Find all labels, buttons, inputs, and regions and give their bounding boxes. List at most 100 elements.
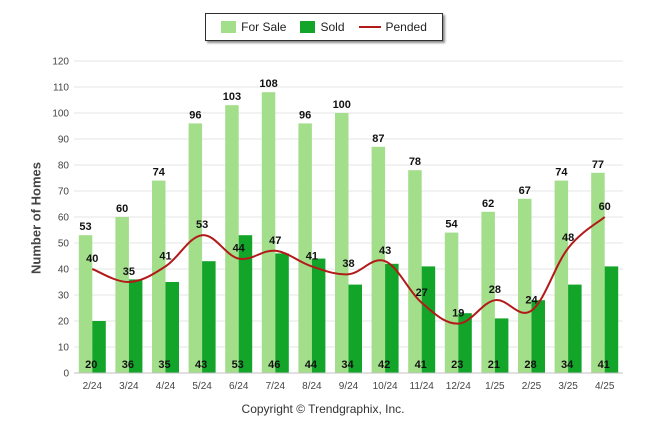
sold-data-label: 43 — [195, 359, 207, 371]
for-sale-data-label: 87 — [372, 133, 384, 145]
for-sale-swatch — [221, 21, 237, 33]
sold-bar — [238, 235, 253, 373]
pended-data-label: 47 — [269, 235, 281, 247]
sold-bar — [604, 266, 619, 373]
for-sale-data-label: 60 — [116, 203, 128, 215]
for-sale-data-label: 74 — [555, 167, 568, 179]
for-sale-data-label: 74 — [153, 167, 166, 179]
pended-line — [91, 216, 606, 325]
sold-bar — [348, 284, 362, 373]
x-tick-label: 7/24 — [266, 381, 286, 392]
x-tick-label: 4/25 — [595, 381, 615, 392]
x-tick-label: 5/24 — [192, 381, 212, 392]
sold-data-label: 35 — [158, 359, 170, 371]
sold-bar — [128, 279, 143, 373]
x-tick-label: 9/24 — [339, 381, 359, 392]
sold-bar — [421, 266, 436, 373]
for-sale-bar — [188, 123, 203, 374]
y-tick-label: 60 — [58, 213, 70, 224]
pended-data-label: 24 — [525, 295, 538, 307]
legend-item-pended[interactable]: Pended — [358, 20, 427, 34]
y-tick-label: 30 — [58, 291, 70, 302]
sold-swatch — [300, 21, 316, 33]
y-tick-label: 10 — [58, 343, 70, 354]
y-tick-label: 100 — [52, 109, 69, 120]
pended-data-label: 41 — [159, 250, 171, 262]
for-sale-bar — [298, 123, 312, 374]
pended-data-label: 38 — [342, 258, 354, 270]
for-sale-bars — [78, 92, 605, 374]
legend-item-for-sale[interactable]: For Sale — [221, 20, 286, 34]
sold-bar — [311, 258, 326, 373]
x-tick-label: 12/24 — [446, 381, 471, 392]
sold-bar — [92, 321, 106, 373]
y-axis-label: Number of Homes — [28, 162, 44, 274]
pended-data-label: 19 — [452, 308, 464, 320]
legend: For Sale Sold Pended — [205, 13, 443, 41]
x-tick-label: 8/24 — [302, 381, 322, 392]
pended-data-label: 60 — [599, 201, 611, 213]
sold-data-label: 28 — [524, 359, 536, 371]
legend-label-sold: Sold — [320, 20, 345, 34]
sold-data-label: 34 — [341, 359, 354, 371]
sold-data-label: 41 — [598, 359, 610, 371]
y-tick-label: 70 — [58, 187, 70, 198]
for-sale-bar — [481, 211, 495, 373]
x-tick-label: 2/24 — [83, 381, 103, 392]
for-sale-bar — [115, 217, 129, 373]
sold-data-label: 21 — [488, 359, 500, 371]
for-sale-data-label: 54 — [445, 219, 458, 231]
x-tick-label: 10/24 — [373, 381, 398, 392]
sold-data-label: 53 — [232, 359, 244, 371]
y-tick-label: 20 — [58, 317, 70, 328]
for-sale-bar — [591, 172, 605, 373]
x-tick-label: 6/24 — [229, 381, 249, 392]
sold-data-label: 20 — [85, 359, 97, 371]
for-sale-data-label: 67 — [519, 185, 531, 197]
y-axis-ticks: 0 10 20 30 40 50 60 70 80 90 100 110 120 — [52, 57, 69, 380]
copyright-footer: Copyright © Trendgraphix, Inc. — [241, 402, 405, 416]
sold-bar — [165, 282, 179, 373]
legend-label-pended: Pended — [385, 20, 427, 34]
x-tick-label: 3/25 — [558, 381, 578, 392]
sold-bar — [568, 284, 582, 373]
sold-data-label: 42 — [378, 359, 390, 371]
sold-bar — [385, 263, 399, 373]
sold-data-label: 36 — [122, 359, 134, 371]
x-tick-label: 4/24 — [156, 381, 176, 392]
pended-data-label: 41 — [306, 250, 318, 262]
for-sale-data-label: 53 — [79, 221, 91, 233]
sold-bar — [494, 318, 509, 373]
for-sale-bar — [518, 198, 532, 373]
legend-label-for-sale: For Sale — [241, 20, 287, 34]
sold-data-label: 44 — [305, 359, 318, 371]
for-sale-bar — [152, 180, 166, 373]
pended-data-label: 40 — [86, 253, 98, 265]
sold-bar — [458, 313, 472, 373]
pended-data-label: 53 — [196, 219, 208, 231]
y-tick-label: 110 — [53, 83, 69, 94]
sold-bars — [92, 235, 619, 373]
for-sale-bar — [444, 232, 459, 373]
for-sale-data-label: 62 — [482, 198, 494, 210]
y-tick-label: 80 — [58, 161, 70, 172]
for-sale-data-label: 96 — [189, 109, 201, 121]
legend-item-sold[interactable]: Sold — [300, 20, 345, 34]
for-sale-bar — [335, 113, 349, 373]
sold-data-label: 41 — [415, 359, 427, 371]
x-axis-ticks: 2/24 3/24 4/24 5/24 6/24 7/24 8/24 9/24 10/24 11/… — [83, 381, 615, 392]
for-sale-data-label: 77 — [592, 159, 604, 171]
sold-data-label: 34 — [561, 359, 574, 371]
y-tick-label: 90 — [58, 135, 70, 146]
y-tick-label: 120 — [52, 57, 69, 68]
pended-data-label: 27 — [416, 287, 428, 299]
x-tick-label: 3/24 — [119, 381, 139, 392]
for-sale-bar — [78, 235, 93, 373]
pended-data-label: 43 — [379, 245, 391, 257]
sold-data-label: 23 — [451, 359, 463, 371]
pended-data-label: 48 — [562, 232, 574, 244]
for-sale-data-label: 78 — [409, 156, 421, 168]
for-sale-bar — [554, 180, 569, 373]
pended-data-label: 28 — [489, 284, 501, 296]
